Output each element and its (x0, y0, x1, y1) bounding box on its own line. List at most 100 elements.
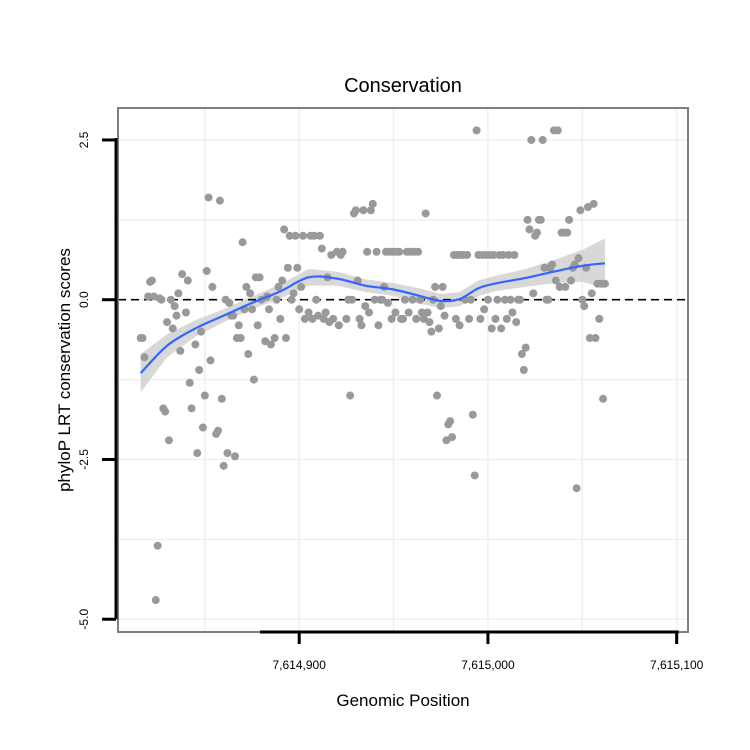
data-point (500, 295, 509, 304)
data-point (527, 135, 536, 144)
data-point (293, 263, 302, 272)
data-point (234, 321, 243, 330)
data-point (427, 327, 436, 336)
data-point (191, 340, 200, 349)
data-point (374, 321, 383, 330)
data-point (236, 334, 245, 343)
data-point (300, 314, 309, 323)
data-point (183, 276, 192, 285)
data-point (214, 426, 223, 435)
data-point (448, 433, 457, 442)
data-point (198, 423, 207, 432)
data-point (246, 289, 255, 298)
data-point (523, 215, 532, 224)
data-point (181, 308, 190, 317)
data-point (400, 295, 409, 304)
data-point (242, 282, 251, 291)
data-point (600, 279, 609, 288)
data-point (346, 391, 355, 400)
data-point (489, 250, 498, 259)
data-point (563, 228, 572, 237)
data-point (144, 292, 153, 301)
data-point (421, 209, 430, 218)
data-point (574, 254, 583, 263)
data-point (431, 282, 440, 291)
data-point (304, 308, 313, 317)
data-point (174, 289, 183, 298)
data-point (161, 407, 170, 416)
data-point (253, 321, 262, 330)
smooth-line (139, 262, 606, 374)
data-point (270, 334, 279, 343)
data-point (249, 375, 258, 384)
smooth-line-layer (139, 262, 606, 374)
data-point (287, 295, 296, 304)
data-point (395, 247, 404, 256)
data-point (578, 295, 587, 304)
data-point (229, 311, 238, 320)
data-point (412, 314, 421, 323)
data-point (338, 247, 347, 256)
data-point (297, 282, 306, 291)
data-point (255, 273, 264, 282)
data-point (366, 206, 375, 215)
data-point (138, 334, 147, 343)
data-points (136, 126, 609, 605)
data-point (438, 282, 447, 291)
data-point (502, 314, 511, 323)
data-point (164, 436, 173, 445)
chart-title: Conservation (344, 75, 462, 97)
data-point (363, 247, 372, 256)
y-tick-label: 0.0 (77, 291, 91, 308)
data-point (383, 298, 392, 307)
data-point (544, 295, 553, 304)
data-point (272, 295, 281, 304)
data-point (264, 305, 273, 314)
data-point (289, 289, 298, 298)
data-point (470, 471, 479, 480)
data-point (551, 276, 560, 285)
data-point (334, 321, 343, 330)
x-tick-label: 7,615,000 (461, 658, 515, 672)
data-point (476, 314, 485, 323)
data-point (408, 295, 417, 304)
data-point (219, 461, 228, 470)
data-point (436, 302, 445, 311)
data-point (147, 276, 156, 285)
x-tick-label: 7,615,100 (650, 658, 704, 672)
data-point (553, 126, 562, 135)
data-point (455, 321, 464, 330)
data-point (370, 295, 379, 304)
x-axis-label: Genomic Position (336, 691, 469, 710)
data-point (151, 596, 160, 605)
data-point (291, 231, 300, 240)
data-point (357, 321, 366, 330)
data-point (465, 314, 474, 323)
data-point (565, 215, 574, 224)
data-point (172, 311, 181, 320)
data-point (168, 324, 177, 333)
data-point (342, 314, 351, 323)
data-point (285, 231, 294, 240)
data-point (446, 417, 455, 426)
data-point (248, 305, 257, 314)
data-point (312, 295, 321, 304)
data-point (204, 193, 213, 202)
data-point (315, 231, 324, 240)
y-tick-label: -2.5 (77, 449, 91, 470)
data-point (504, 250, 513, 259)
data-point (278, 276, 287, 285)
data-point (521, 343, 530, 352)
data-point (432, 391, 441, 400)
x-tick-label: 7,614,900 (272, 658, 326, 672)
data-point (538, 135, 547, 144)
data-point (540, 263, 549, 272)
data-point (223, 449, 232, 458)
data-point (193, 449, 202, 458)
data-point (529, 289, 538, 298)
data-point (298, 231, 307, 240)
data-point (365, 308, 374, 317)
data-point (589, 199, 598, 208)
data-point (472, 126, 481, 135)
data-point (283, 263, 292, 272)
